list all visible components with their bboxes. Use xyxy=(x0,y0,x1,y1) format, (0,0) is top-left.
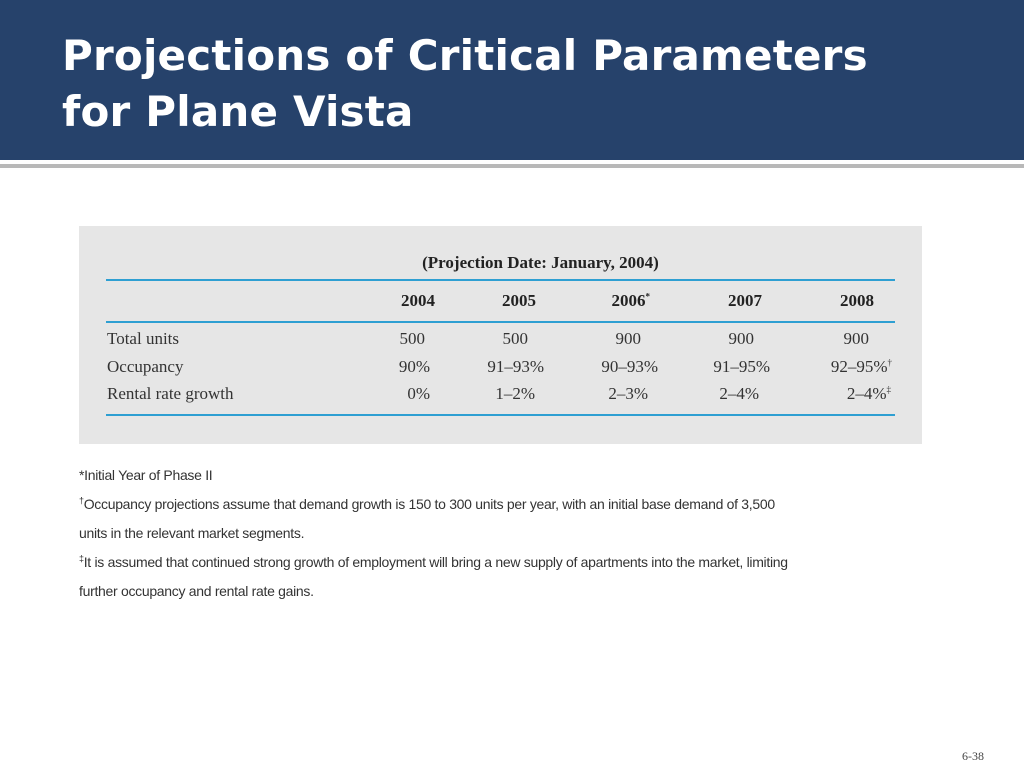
table-rule-bottom xyxy=(106,414,895,416)
footnotes: *Initial Year of Phase II †Occupancy pro… xyxy=(79,461,939,606)
row-label-total-units: Total units xyxy=(107,329,180,348)
slide-title-line-1: Projections of Critical Parameters xyxy=(62,31,868,80)
table-rule-header xyxy=(106,321,895,323)
year-header-2008: 2008 xyxy=(840,291,874,310)
footnote-employment-cont: further occupancy and rental rate gains. xyxy=(79,583,314,599)
slide-title-line-2: for Plane Vista xyxy=(62,87,414,136)
table-cell: 1–2% xyxy=(495,384,535,403)
table-cell: 90% xyxy=(398,357,430,376)
table-cell: 900 xyxy=(728,329,755,348)
row-label-rental-rate-growth: Rental rate growth xyxy=(107,384,234,403)
table-cell: 90–93% xyxy=(601,357,658,376)
slide-number: 6-38 xyxy=(962,749,984,763)
projection-date: (Projection Date: January, 2004) xyxy=(422,253,659,272)
footnote-initial-year: *Initial Year of Phase II xyxy=(79,467,213,483)
row-label-occupancy: Occupancy xyxy=(107,357,184,376)
table-cell: 92–95%† xyxy=(830,357,892,376)
year-header-2006: 2006* xyxy=(611,291,651,310)
footnote-occupancy-cont: units in the relevant market segments. xyxy=(79,525,305,541)
table-cell: 2–3% xyxy=(608,384,648,403)
table-cell: 2–4%‡ xyxy=(846,384,891,403)
year-header-2004: 2004 xyxy=(401,291,435,310)
projection-table: (Projection Date: January, 2004) 2004 20… xyxy=(79,226,922,444)
year-header-2007: 2007 xyxy=(728,291,762,310)
table-cell: 900 xyxy=(843,329,870,348)
table-cell: 900 xyxy=(615,329,642,348)
table-cell: 2–4% xyxy=(719,384,759,403)
table-rule-top xyxy=(106,279,895,281)
title-bar: Projections of Critical Parameters for P… xyxy=(0,0,1024,160)
table-cell: 0% xyxy=(407,384,430,403)
year-header-2005: 2005 xyxy=(502,291,536,310)
table-cell: 91–95% xyxy=(713,357,770,376)
table-cell: 500 xyxy=(399,329,426,348)
title-divider xyxy=(0,164,1024,168)
slide-title: Projections of Critical Parameters for P… xyxy=(62,28,1002,140)
table-cell: 500 xyxy=(502,329,529,348)
table-cell: 91–93% xyxy=(487,357,544,376)
footnote-occupancy: †Occupancy projections assume that deman… xyxy=(79,495,775,512)
footnote-employment: ‡It is assumed that continued strong gro… xyxy=(79,553,788,570)
